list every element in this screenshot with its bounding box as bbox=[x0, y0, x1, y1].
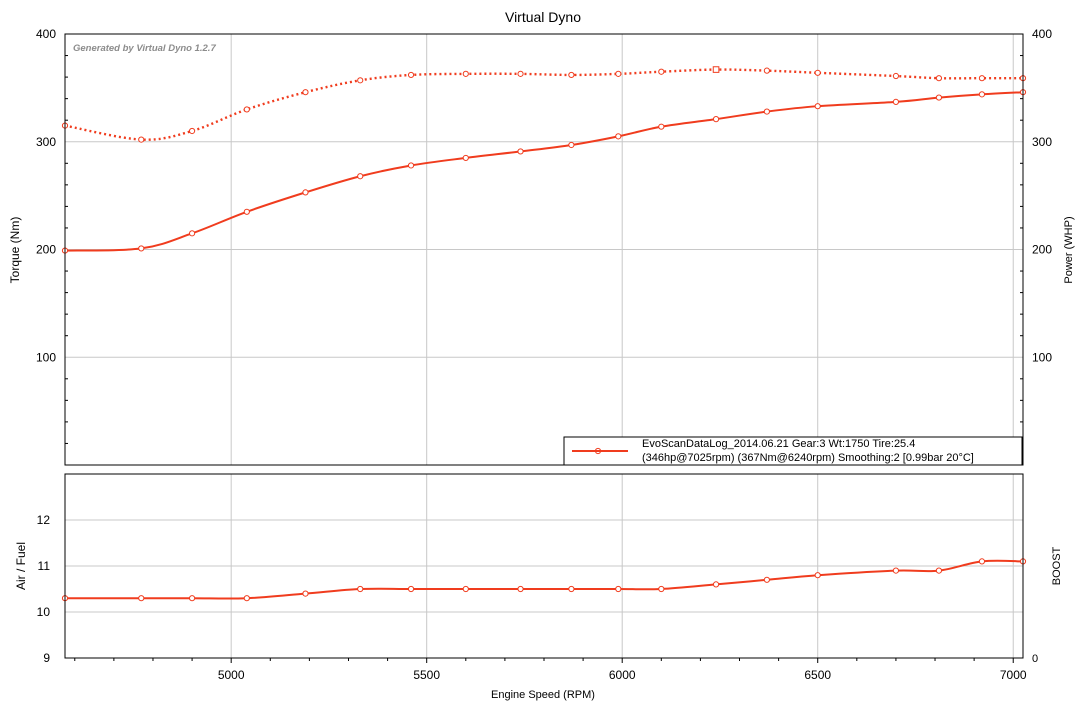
data-point-marker bbox=[462, 154, 469, 162]
legend-swatch-marker bbox=[594, 447, 602, 455]
rpm-axis-title: Engine Speed (RPM) bbox=[491, 689, 595, 701]
data-point-marker bbox=[658, 68, 665, 75]
torque-axis-title: Torque (Nm) bbox=[8, 217, 22, 284]
data-point-marker bbox=[712, 581, 720, 588]
power-axis-tick-label: 200 bbox=[1032, 243, 1052, 257]
power-axis-title: Power (WHP) bbox=[1063, 216, 1075, 283]
afr-axis-tick-label: 12 bbox=[37, 513, 51, 527]
data-point-marker bbox=[763, 67, 770, 74]
data-point-marker bbox=[407, 162, 415, 169]
data-point-marker bbox=[243, 208, 250, 215]
data-point-marker bbox=[935, 94, 943, 101]
rpm-axis-tick-label: 6500 bbox=[804, 668, 831, 682]
data-point-marker bbox=[243, 106, 250, 113]
afr-axis-tick-label: 10 bbox=[37, 605, 51, 619]
data-point-marker bbox=[302, 590, 309, 597]
data-point-marker bbox=[357, 77, 364, 84]
rpm-axis-ticks: 5000 5500 6000 6500 7000 bbox=[74, 658, 1027, 682]
torque-plot-frame bbox=[64, 33, 1024, 466]
data-point-marker bbox=[138, 595, 145, 602]
data-point-marker bbox=[188, 230, 196, 237]
data-point-marker bbox=[892, 72, 900, 80]
rpm-axis-tick-label: 6000 bbox=[609, 668, 636, 682]
data-point-marker bbox=[935, 567, 943, 574]
afr-axis-tick-label: 11 bbox=[38, 559, 51, 573]
torque-axis-tick-label: 100 bbox=[36, 350, 56, 364]
legend-line-1: EvoScanDataLog_2014.06.21 Gear:3 Wt:1750… bbox=[642, 438, 915, 450]
data-point-marker bbox=[615, 585, 622, 593]
data-point-marker bbox=[814, 103, 821, 110]
data-point-marker bbox=[814, 572, 821, 579]
data-point-marker bbox=[462, 70, 469, 77]
chart-title: Virtual Dyno bbox=[505, 9, 581, 25]
data-point-marker bbox=[892, 98, 900, 105]
data-point-marker bbox=[188, 595, 196, 602]
rpm-axis-tick-label: 5500 bbox=[413, 668, 440, 682]
torque-axis-tick-label: 200 bbox=[36, 243, 56, 257]
data-point-marker bbox=[658, 585, 665, 593]
data-point-marker bbox=[568, 585, 575, 593]
power-axis-tick-label: 300 bbox=[1032, 135, 1052, 149]
data-point-marker bbox=[978, 75, 986, 82]
data-point-marker bbox=[978, 558, 986, 565]
data-point-marker bbox=[517, 585, 524, 593]
data-point-marker bbox=[763, 576, 770, 583]
power-axis-tick-label: 100 bbox=[1032, 350, 1052, 364]
torque-axis-tick-label: 400 bbox=[36, 27, 56, 41]
data-point-marker bbox=[935, 75, 943, 82]
data-point-marker bbox=[814, 69, 821, 76]
data-point-marker bbox=[763, 108, 770, 115]
data-point-marker bbox=[188, 127, 196, 135]
rpm-axis-tick-label: 5000 bbox=[218, 668, 245, 682]
boost-axis-title: BOOST bbox=[1051, 546, 1063, 585]
chart-legend: EvoScanDataLog_2014.06.21 Gear:3 Wt:1750… bbox=[563, 436, 1023, 466]
data-point-marker bbox=[302, 189, 309, 196]
data-point-marker bbox=[243, 595, 250, 602]
afr-axis-ticks: 9 10 11 12 bbox=[37, 513, 51, 665]
data-point-marker bbox=[357, 585, 364, 593]
power-axis-ticks: 100 200 300 400 bbox=[1020, 27, 1052, 444]
torque-axis-tick-label: 300 bbox=[36, 135, 56, 149]
afr-plot-series bbox=[61, 558, 1027, 602]
data-point-marker bbox=[568, 141, 575, 149]
afr-axis-title: Air / Fuel bbox=[14, 542, 28, 590]
rpm-axis-tick-label: 7000 bbox=[1000, 668, 1027, 682]
watermark-text: Generated by Virtual Dyno 1.2.7 bbox=[73, 43, 216, 54]
torque-plot-series bbox=[61, 66, 1027, 254]
data-point-marker bbox=[407, 71, 415, 79]
afr-plot-frame bbox=[64, 473, 1024, 659]
data-point-marker bbox=[892, 567, 900, 574]
legend-line-2: (346hp@7025rpm) (367Nm@6240rpm) Smoothin… bbox=[642, 452, 974, 464]
peak-power-marker bbox=[712, 66, 720, 73]
data-point-marker bbox=[658, 123, 665, 130]
afr-axis-tick-label: 9 bbox=[43, 651, 50, 665]
afr-plot-grid bbox=[65, 474, 1023, 658]
data-point-marker bbox=[138, 136, 145, 143]
data-point-marker bbox=[357, 173, 364, 180]
legend-box bbox=[563, 436, 1023, 466]
power-axis-tick-label: 400 bbox=[1032, 27, 1052, 41]
data-point-marker bbox=[462, 585, 469, 593]
data-point-marker bbox=[568, 71, 575, 79]
data-point-marker bbox=[138, 245, 145, 252]
data-point-marker bbox=[517, 148, 524, 155]
data-point-marker bbox=[517, 70, 524, 77]
data-point-marker bbox=[615, 133, 622, 140]
data-point-marker bbox=[302, 89, 309, 96]
data-point-marker bbox=[978, 91, 986, 98]
data-point-marker bbox=[712, 116, 720, 123]
boost-axis-tick-label: 0 bbox=[1032, 653, 1038, 665]
data-point-marker bbox=[615, 70, 622, 77]
data-point-marker bbox=[407, 585, 415, 593]
